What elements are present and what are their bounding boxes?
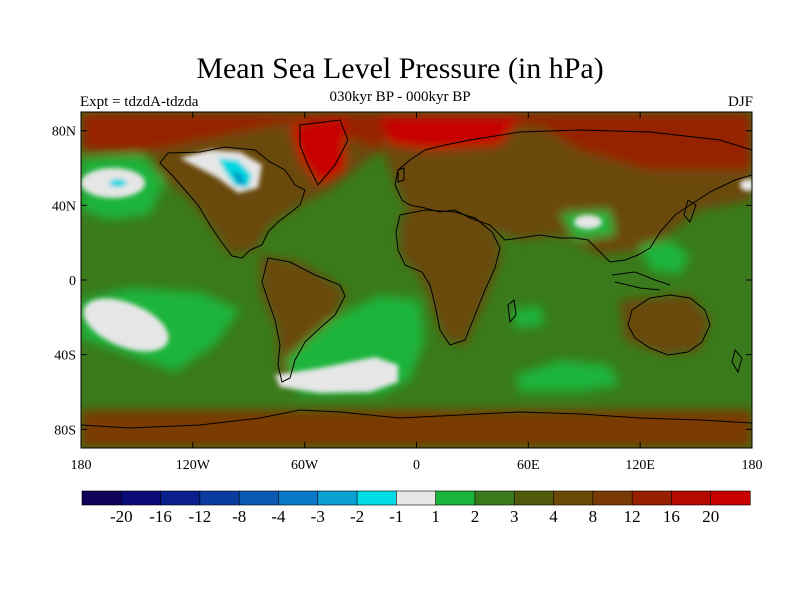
africa-field xyxy=(400,215,500,345)
asia-high xyxy=(540,125,752,170)
tibet-white-low xyxy=(574,215,602,229)
colorbar-swatch xyxy=(396,490,437,506)
colorbar: -20 -16 -12 -8 -4 -3 -2 -1 1 2 3 4 8 12 16 20 xyxy=(81,490,751,526)
coast-north-america xyxy=(159,146,306,259)
colorbar-swatch xyxy=(120,490,162,506)
lat-tick-label: 40N xyxy=(52,199,76,214)
lat-tick-label: 80S xyxy=(54,423,76,438)
colorbar-swatch xyxy=(553,490,594,506)
coast-new-zealand xyxy=(731,348,743,374)
colorbar-swatch xyxy=(671,490,712,506)
colorbar-swatch xyxy=(356,490,397,506)
colorbar-swatch xyxy=(278,490,319,506)
colorbar-swatch xyxy=(435,490,476,506)
colorbar-label: 20 xyxy=(702,507,719,526)
colorbar-swatch xyxy=(474,490,515,506)
south-pacific-white-low xyxy=(83,298,169,352)
colorbar-swatch xyxy=(513,490,555,506)
coast-greenland xyxy=(299,119,349,186)
colorbar-label: 2 xyxy=(471,507,480,526)
colorbar-swatch xyxy=(631,490,673,506)
coast-eurasia xyxy=(394,129,752,263)
colorbar-label: -1 xyxy=(389,507,403,526)
coast-madagascar xyxy=(507,299,517,324)
colorbar-label: -20 xyxy=(110,507,133,526)
lon-tick-label: 60W xyxy=(291,458,319,473)
south-america-field xyxy=(260,255,345,380)
scandinavia-high xyxy=(380,118,520,150)
north-pacific-cyan-low xyxy=(109,179,127,187)
indian-ocean-low xyxy=(515,360,620,392)
lon-tick-label: 120E xyxy=(625,458,655,473)
latitude-axis: 80N 40N 0 40S 80S xyxy=(52,125,752,438)
lon-tick-label: 180 xyxy=(71,458,92,473)
coast-africa xyxy=(395,209,501,346)
coast-south-america xyxy=(261,257,346,383)
drake-white-low xyxy=(275,357,398,393)
colorbar-label: 1 xyxy=(431,507,440,526)
colorbar-swatch xyxy=(160,490,201,506)
coast-antarctica xyxy=(81,409,752,429)
madagascar-low xyxy=(512,305,545,328)
coast-indonesia xyxy=(611,271,671,291)
experiment-label: Expt = tdzdA-tdzda xyxy=(80,94,199,110)
colorbar-label: -12 xyxy=(189,507,212,526)
colorbar-swatch xyxy=(710,490,751,506)
colorbar-swatch xyxy=(81,490,122,506)
colorbar-label: 8 xyxy=(589,507,598,526)
lat-tick-label: 80N xyxy=(52,125,76,140)
season-label: DJF xyxy=(727,94,753,110)
coast-japan xyxy=(683,199,697,223)
lon-tick-label: 120W xyxy=(176,458,211,473)
colorbar-label: 16 xyxy=(663,507,680,526)
laurentide-deep-low xyxy=(232,170,246,186)
colorbar-swatch xyxy=(592,490,633,506)
colorbar-swatch xyxy=(238,490,280,506)
colorbar-swatch xyxy=(199,490,240,506)
lon-tick-label: 180 xyxy=(742,458,763,473)
coastlines xyxy=(81,119,752,429)
lon-tick-label: 0 xyxy=(413,458,420,473)
lon-tick-label: 60E xyxy=(517,458,540,473)
coast-australia xyxy=(627,294,711,356)
west-pacific-low xyxy=(640,240,690,275)
colorbar-label: -2 xyxy=(350,507,364,526)
coast-uk xyxy=(397,167,405,183)
colorbar-label: -8 xyxy=(232,507,246,526)
lat-tick-label: 40S xyxy=(54,349,76,364)
longitude-axis: 180 120W 60W 0 60E 120E 180 xyxy=(71,112,763,473)
pressure-field-sharp xyxy=(81,150,752,393)
colorbar-label: 4 xyxy=(549,507,558,526)
lat-tick-label: 0 xyxy=(69,274,76,289)
dateline-white-low xyxy=(740,179,752,191)
colorbar-label: 12 xyxy=(624,507,641,526)
map-field xyxy=(81,112,752,448)
greenland-high xyxy=(290,118,345,185)
australia-field xyxy=(620,295,710,355)
colorbar-label: -4 xyxy=(271,507,286,526)
antarctic-high-band xyxy=(81,410,752,448)
colorbar-label: -16 xyxy=(149,507,172,526)
colorbar-swatch xyxy=(317,490,358,506)
map-subtitle: 030kyr BP - 000kyr BP xyxy=(329,89,471,105)
colorbar-label: -3 xyxy=(311,507,325,526)
map-title: Mean Sea Level Pressure (in hPa) xyxy=(196,52,604,85)
colorbar-label: 3 xyxy=(510,507,519,526)
